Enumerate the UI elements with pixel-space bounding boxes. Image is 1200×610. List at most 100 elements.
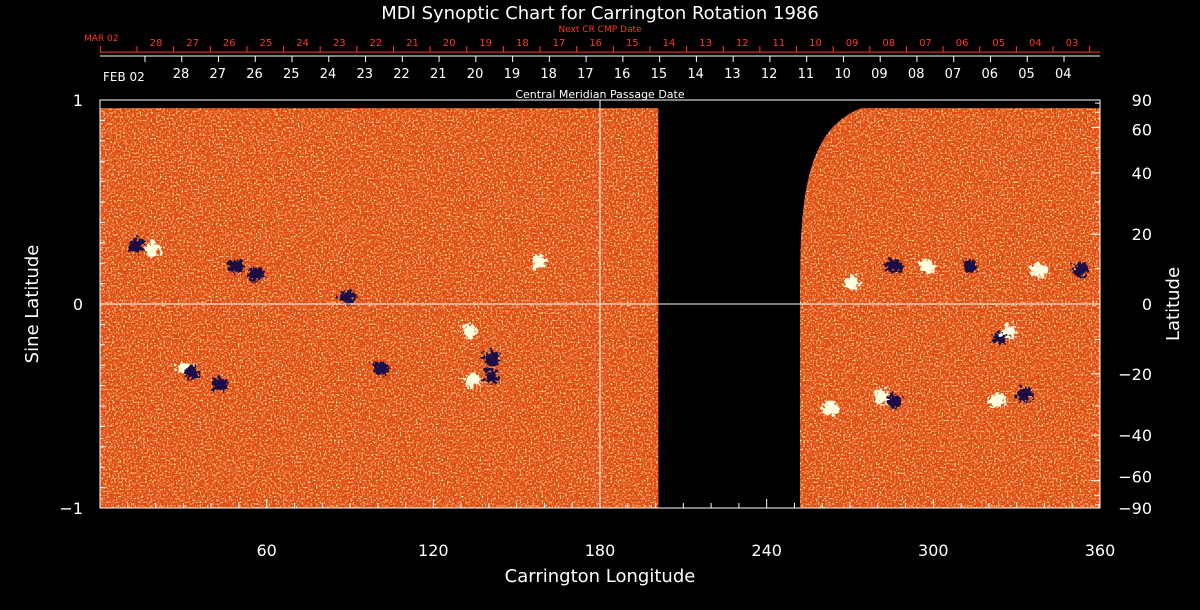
x-tick-label: 300 [918,541,949,560]
active-region-positive [1028,260,1045,275]
active-region-negative [208,374,225,389]
next-cmp-axis-label: Next CR CMP Date [558,25,642,35]
active-region-negative [480,348,497,362]
sine-latitude-axis: 1 0 −1 [59,91,109,518]
active-region-positive [461,370,478,385]
active-region-negative [883,256,900,271]
cmp-day-label: 07 [945,67,962,82]
cmp-day-label: 19 [504,67,521,82]
cmp-day-label: 27 [209,67,226,82]
cmp-day-label: 06 [981,67,998,82]
next-cmp-day-label: 12 [736,38,749,49]
x-tick-label: 180 [585,541,616,560]
right-y-tick-label: −40 [1118,426,1152,445]
active-region-positive [142,239,158,254]
x-tick-label: 60 [256,541,276,560]
active-region-positive [458,321,475,336]
next-cmp-day-label: 05 [992,38,1005,49]
cmp-day-label: 20 [467,67,484,82]
cmp-day-label: 05 [1018,67,1035,82]
right-y-tick-label: 20 [1132,225,1152,244]
x-tick-label: 240 [751,541,782,560]
active-region-negative [244,264,261,279]
cmp-day-label: 12 [761,67,778,82]
right-y-axis-label: Latitude [1163,267,1184,341]
next-cmp-date-axis: 28 27 26 25 24 23 22 21 20 19 18 17 16 15 14 13 12 11 10 09… [99,38,1100,53]
next-cmp-day-label: 11 [773,38,786,49]
cmp-day-label: 04 [1055,67,1072,82]
magnetogram-field [100,100,1100,508]
right-y-tick-label: 0 [1142,295,1152,314]
field-texture-dark [100,108,659,508]
active-region-positive [819,399,836,413]
next-cmp-day-label: 08 [882,38,895,49]
active-regions [125,235,1086,413]
next-cmp-day-label: 19 [479,38,492,49]
next-cmp-day-label: 22 [369,38,382,49]
next-cmp-day-label: 27 [186,38,199,49]
active-region-positive [869,386,886,401]
cmp-day-label: 25 [283,67,300,82]
next-cmp-day-label: 09 [846,38,859,49]
next-cmp-day-label: 23 [333,38,346,49]
cmp-day-label: 15 [651,67,668,82]
cmp-day-label: 16 [614,67,631,82]
next-cmp-day-label: 25 [260,38,273,49]
next-cmp-day-label: 24 [296,38,309,49]
cmp-first-label: FEB 02 [103,70,145,84]
cmp-day-label: 08 [908,67,925,82]
active-region-negative [1069,260,1086,275]
cmp-axis-label: Central Meridian Passage Date [515,88,684,101]
next-cmp-first-label: MAR 02 [84,34,119,44]
next-cmp-day-label: 13 [699,38,712,49]
cmp-day-label: 26 [246,67,263,82]
cmp-day-label: 14 [687,67,704,82]
cmp-day-label: 10 [834,67,851,82]
next-cmp-day-label: 03 [1066,38,1079,49]
cmp-day-label: 11 [798,67,815,82]
active-region-negative [1014,384,1031,399]
data-gap-edge [800,100,910,508]
right-y-tick-label: 40 [1132,164,1152,183]
next-cmp-day-label: 15 [626,38,639,49]
next-cmp-day-label: 26 [223,38,236,49]
plot-gridlines [100,100,1100,508]
active-region-positive [986,390,1003,405]
next-cmp-day-label: 16 [589,38,602,49]
cmp-day-label: 21 [430,67,447,82]
next-cmp-day-label: 06 [956,38,969,49]
cmp-day-label: 23 [357,67,374,82]
x-tick-label: 360 [1085,541,1116,560]
left-y-tick-label: −1 [59,499,83,518]
longitude-axis: 60 120 180 240 300 360 [99,499,1116,560]
cmp-day-label: 22 [393,67,410,82]
active-region-positive [997,321,1014,336]
cmp-date-axis: 28 27 26 25 24 23 22 21 20 19 18 17 16 15 14 13 12 11 10 09… [100,55,1100,82]
active-region-positive [528,252,545,267]
next-cmp-day-label: 20 [443,38,456,49]
active-region-positive [917,256,933,271]
cmp-day-label: 24 [320,67,337,82]
latitude-axis: 90 60 40 20 0 −20 −40 −60 −90 [1091,91,1152,518]
cmp-day-label: 17 [577,67,594,82]
left-y-axis-label: Sine Latitude [22,245,43,364]
cmp-day-label: 09 [871,67,888,82]
cmp-day-label: 13 [724,67,741,82]
left-y-tick-label: 1 [73,91,83,110]
active-region-negative [480,366,497,381]
right-y-tick-label: −60 [1118,468,1152,487]
right-y-tick-label: −20 [1118,365,1152,384]
next-cmp-day-label: 28 [150,38,163,49]
next-cmp-day-label: 07 [919,38,932,49]
next-cmp-day-label: 10 [809,38,822,49]
cmp-day-label: 18 [540,67,557,82]
right-y-tick-label: 60 [1132,120,1152,139]
active-region-negative [336,286,353,301]
next-cmp-day-label: 14 [663,38,676,49]
next-cmp-day-label: 17 [553,38,566,49]
chart-title: MDI Synoptic Chart for Carrington Rotati… [381,3,819,24]
active-region-negative [369,358,386,373]
left-y-tick-label: 0 [73,295,83,314]
active-region-negative [883,390,900,405]
